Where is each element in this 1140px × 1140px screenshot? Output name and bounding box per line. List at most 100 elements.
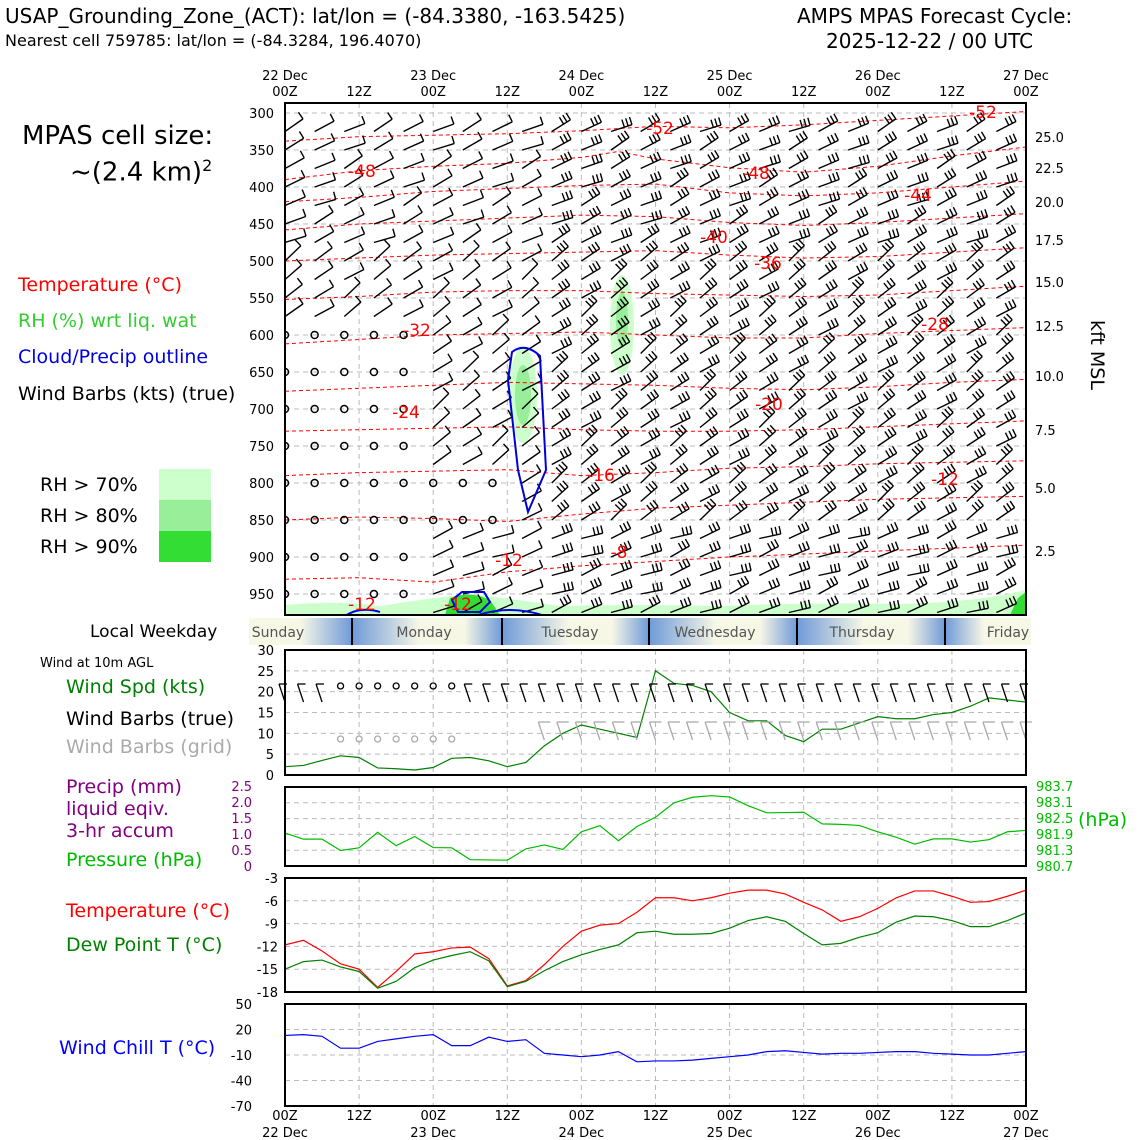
wind-barb-shaft — [343, 155, 363, 170]
wind-barb-flag — [593, 352, 600, 360]
wind-barb-flag — [1003, 264, 1009, 273]
wind-barb-shaft — [877, 235, 900, 244]
wind-barb-flag — [832, 408, 838, 417]
wind-barb-flag — [649, 391, 656, 399]
wind-barb-shaft — [758, 232, 780, 244]
wind-barb-flag — [712, 190, 717, 199]
wind-barb-flag — [881, 245, 889, 252]
wind-barb-flag — [567, 151, 573, 160]
wind-barb-flag — [743, 524, 748, 533]
wind-barb-shaft — [462, 453, 483, 466]
wind-barb-flag — [647, 464, 655, 471]
wind-barb-flag — [981, 150, 987, 159]
wind-barb-shaft — [996, 435, 1017, 447]
cell-size-label: MPAS cell size: — [22, 121, 214, 151]
wind-barb-flag — [709, 543, 714, 552]
wind-barb-flag — [559, 450, 565, 459]
wind-barb-flag — [502, 313, 510, 321]
wind-barb-flag — [688, 153, 692, 162]
wind-barb-shaft — [521, 547, 543, 558]
wind-barb-flag — [598, 134, 603, 143]
wind-barb-flag — [679, 580, 684, 589]
surface-calm-marker — [429, 682, 437, 690]
wind-barb-flag — [588, 209, 595, 218]
wind-barb-flag — [740, 545, 744, 554]
wind-barb-flag — [588, 265, 595, 273]
isotherm-label: -48 — [742, 164, 770, 184]
wind-barb-flag — [734, 356, 741, 364]
pressure-tick-label: 750 — [249, 440, 274, 455]
calm-wind-marker — [310, 515, 319, 525]
wind-barb-flag — [854, 338, 861, 346]
wind-barb-flag — [708, 409, 715, 417]
wind-barb-flag — [769, 354, 775, 363]
wind-barb-shaft — [788, 413, 807, 429]
wind-barb-flag — [769, 189, 776, 197]
wind-barb-flag — [532, 276, 539, 284]
wind-barb-flag — [417, 260, 423, 268]
wind-barb-flag — [860, 560, 866, 569]
wind-barb-flag — [920, 154, 925, 163]
wind-barb-shaft — [610, 471, 631, 484]
wind-barb-flag — [887, 544, 892, 553]
wind-barb-flag — [590, 580, 595, 589]
wind-barb-flag — [916, 136, 921, 145]
surface-wind-barb — [1000, 683, 1009, 703]
wind-tick-label: 20 — [257, 686, 274, 701]
height-tick-label: 5.0 — [1035, 482, 1056, 497]
wind-barb-flag — [918, 545, 922, 554]
wind-barb-shaft — [758, 469, 778, 484]
wind-barb-flag — [297, 111, 304, 120]
wind-barb-flag — [921, 279, 927, 288]
wind-barb-flag — [741, 319, 747, 328]
wind-barb-flag — [975, 525, 981, 534]
calm-wind-marker — [458, 478, 468, 488]
wind-barb-flag — [884, 431, 890, 439]
wind-barb-shaft — [551, 486, 569, 503]
wind-barb-flag — [446, 334, 453, 342]
wind-barb-shaft — [610, 124, 633, 133]
wind-barb-flag — [770, 393, 776, 401]
wind-barb-shaft — [521, 175, 542, 188]
wind-barb-flag — [889, 356, 895, 365]
wind-barb-flag — [354, 276, 361, 284]
wind-barb-flag — [828, 526, 833, 535]
wind-barb-shaft — [314, 286, 334, 299]
wind-barb-flag — [1003, 394, 1009, 402]
wind-barb-flag — [533, 425, 541, 433]
wind-barb-flag — [652, 153, 658, 162]
wind-barb-flag — [1006, 313, 1013, 321]
wind-barb-flag — [974, 135, 980, 144]
legend-wind-speed: Wind Spd (kts) — [66, 676, 206, 698]
wind-barb-flag — [614, 503, 622, 511]
wind-barb-flag — [623, 130, 630, 138]
wind-barb-flag — [803, 118, 807, 127]
grid-wind-barb — [704, 721, 712, 741]
surface-wind-barb — [889, 683, 897, 703]
wind-barb-flag — [941, 282, 948, 289]
legend-cloud: Cloud/Precip outline — [18, 346, 209, 368]
wind-barb-flag — [1034, 525, 1038, 532]
forecast-cycle-title: AMPS MPAS Forecast Cycle: — [797, 4, 1073, 28]
wind-barb-shaft — [729, 550, 751, 558]
wind-barb-flag — [739, 526, 744, 535]
wind-chill-tick-label: -70 — [231, 1100, 252, 1115]
temperature-tick-label: -12 — [257, 940, 278, 955]
wind-barb-shaft — [670, 121, 691, 133]
wind-barb-flag — [564, 278, 571, 286]
wind-barb-flag — [977, 230, 981, 239]
wind-barb-flag — [1035, 211, 1038, 218]
wind-barb-flag — [823, 467, 830, 475]
wind-barb-flag — [985, 580, 989, 589]
wind-barb-shaft — [996, 531, 1018, 540]
wind-barb-flag — [797, 192, 803, 201]
wind-barb-flag — [885, 390, 893, 398]
wind-barb-flag — [715, 484, 721, 492]
wind-barb-shaft — [640, 453, 661, 466]
wind-barb-shaft — [521, 431, 540, 447]
wind-barb-flag — [653, 172, 659, 181]
wind-barb-flag — [918, 115, 924, 124]
wind-barb-shaft — [788, 264, 806, 281]
wind-barb-flag — [885, 450, 891, 458]
surface-calm-marker — [392, 682, 400, 690]
